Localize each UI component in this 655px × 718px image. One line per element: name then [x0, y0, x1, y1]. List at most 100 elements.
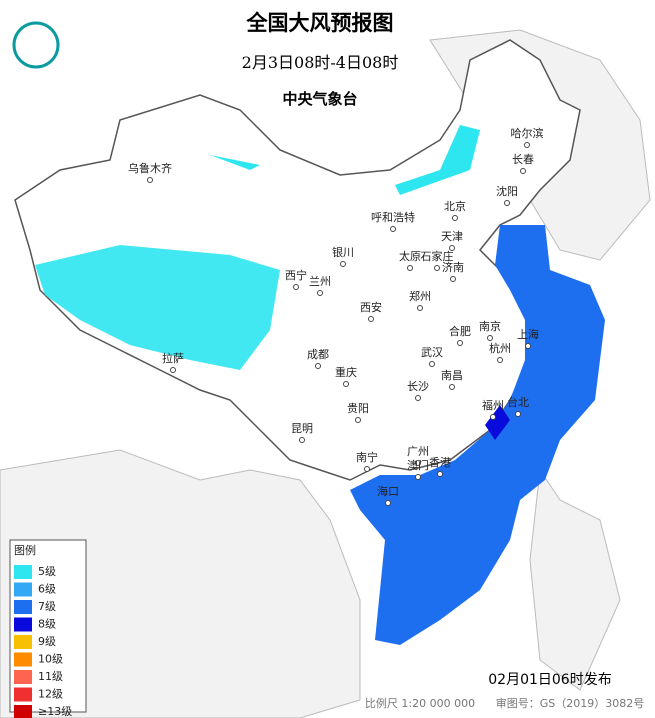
city-dot [449, 384, 455, 390]
city-dot [487, 335, 493, 341]
city-label: 北京 [444, 199, 466, 213]
scale: 比例尺 1:20 000 000 [365, 696, 475, 710]
city-label: 兰州 [309, 275, 331, 288]
city-dot [497, 357, 503, 363]
legend-label: 12级 [38, 688, 63, 701]
city-label: 南昌 [441, 369, 463, 382]
legend-swatch [14, 705, 32, 718]
title: 全国大风预报图 [246, 10, 394, 35]
city-label: 西安 [360, 300, 382, 314]
legend-swatch [14, 687, 32, 702]
city-dot [525, 343, 531, 349]
city-dot [385, 500, 391, 506]
legend-swatch [14, 600, 32, 614]
city-label: 成都 [307, 348, 329, 361]
city-dot [490, 414, 496, 420]
city-dot [415, 395, 421, 401]
city-label: 西宁 [285, 268, 307, 282]
city-label: 杭州 [489, 341, 511, 355]
city-dot [343, 381, 349, 387]
approval-number: 审图号：GS（2019）3082号 [496, 696, 645, 710]
city-dot [520, 168, 526, 174]
city-label: 银川 [332, 245, 354, 259]
city-label: 拉萨 [162, 351, 184, 365]
city-dot [390, 226, 396, 232]
city-dot [429, 361, 435, 367]
city-dot [407, 265, 413, 271]
wind-area-5 [35, 245, 280, 370]
agency: 中央气象台 [282, 90, 357, 108]
city-dot [147, 177, 153, 183]
city-label: 乌鲁木齐 [128, 161, 172, 175]
legend-label: 9级 [38, 635, 56, 648]
city-dot [524, 142, 530, 148]
city-dot [364, 466, 370, 472]
city-dot [317, 290, 323, 296]
city-dot [340, 261, 346, 267]
legend-swatch [14, 582, 32, 597]
city-dot [355, 417, 361, 423]
wind-area-8 [485, 405, 510, 440]
legend-swatch [14, 652, 32, 667]
neighbor-land [529, 468, 621, 691]
city-dot [452, 215, 458, 221]
city-label: 长春 [512, 153, 534, 166]
city-dot [315, 363, 321, 369]
city-label: 济南 [442, 260, 464, 274]
wind-area-7 [350, 225, 605, 645]
legend-title: 图例 [14, 543, 36, 557]
city-label: 武汉 [421, 346, 443, 359]
city-label: 太原 [399, 250, 421, 263]
neighbor-land [0, 449, 361, 718]
city-dot [515, 411, 521, 417]
legend-swatch [14, 565, 32, 579]
legend-swatch [14, 670, 32, 684]
city-label: 哈尔滨 [511, 126, 544, 140]
legend-label: 8级 [38, 618, 56, 631]
legend-label: 10级 [38, 653, 63, 666]
city-dot [299, 437, 305, 443]
city-dot [457, 340, 463, 346]
city-dot [417, 305, 423, 311]
city-dot [368, 316, 374, 322]
city-label: 香港 [429, 456, 451, 469]
city-label: 海口 [377, 484, 399, 498]
city-label: 南京 [479, 319, 501, 333]
city-dot [170, 367, 176, 373]
legend-label: 7级 [38, 600, 56, 613]
city-label: 沈阳 [496, 184, 518, 198]
city-label: 郑州 [409, 289, 431, 303]
legend-swatch [14, 617, 32, 632]
subtitle: 2月3日08时-4日08时 [242, 53, 399, 72]
city-label: 贵阳 [347, 402, 369, 415]
city-dot [449, 245, 455, 251]
city-label: 长沙 [407, 380, 429, 393]
legend-swatch [14, 635, 32, 649]
city-label: 台北 [507, 395, 529, 409]
city-label: 南宁 [356, 450, 378, 464]
legend-label: ≥13级 [38, 705, 72, 718]
city-label: 上海 [517, 327, 539, 341]
city-dot [450, 276, 456, 282]
city-dot [434, 265, 440, 271]
city-dot [415, 460, 421, 466]
legend-items: 5级 6级 7级 8级 9级 10级 11级 12级 ≥13级 [14, 565, 72, 718]
city-dot [437, 471, 443, 477]
city-dot [504, 200, 510, 206]
city-label: 石家庄 [421, 249, 454, 263]
city-label: 合肥 [449, 324, 471, 338]
legend-label: 5级 [38, 565, 56, 578]
city-label: 广州 [407, 445, 429, 458]
legend-label: 6级 [38, 583, 56, 596]
city-dot [293, 284, 299, 290]
city-label: 澳门 [407, 458, 429, 472]
city-label: 福州 [482, 398, 504, 412]
city-label: 昆明 [291, 422, 313, 435]
release-time: 02月01日06时发布 [488, 672, 611, 688]
logo [12, 21, 60, 69]
city-label: 呼和浩特 [371, 210, 415, 224]
legend-label: 11级 [38, 670, 63, 683]
city-label: 天津 [441, 230, 463, 243]
